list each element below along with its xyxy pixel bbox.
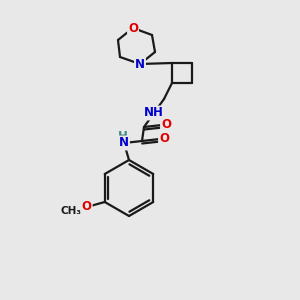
Text: O: O xyxy=(128,22,138,34)
Text: NH: NH xyxy=(144,106,164,119)
Text: O: O xyxy=(159,133,169,146)
Text: CH₃: CH₃ xyxy=(60,206,81,216)
Text: O: O xyxy=(161,118,171,131)
Text: N: N xyxy=(135,58,145,70)
Text: N: N xyxy=(119,136,129,149)
Text: O: O xyxy=(82,200,92,214)
Text: H: H xyxy=(118,130,128,142)
